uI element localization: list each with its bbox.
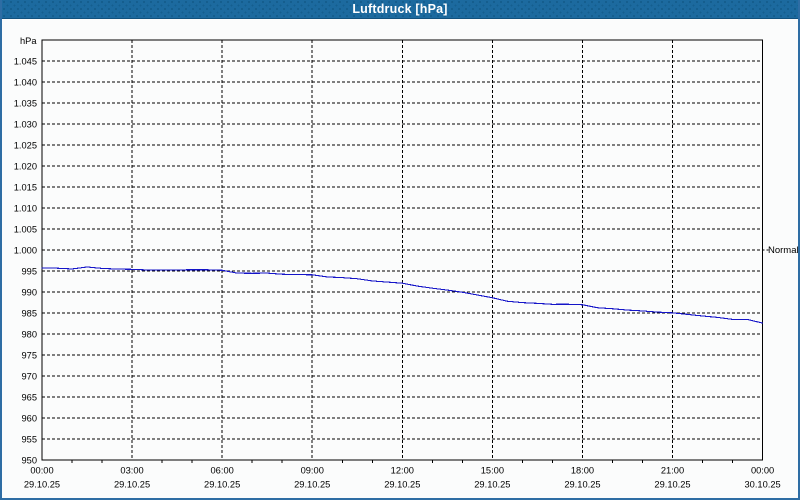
svg-text:1.005: 1.005 [14, 225, 37, 235]
svg-text:12:00: 12:00 [391, 466, 414, 476]
svg-text:1.045: 1.045 [14, 57, 37, 67]
svg-text:1.030: 1.030 [14, 120, 37, 130]
svg-text:Normal: Normal [768, 245, 799, 256]
svg-text:1.020: 1.020 [14, 162, 37, 172]
svg-text:955: 955 [21, 435, 37, 445]
svg-text:29.10.25: 29.10.25 [114, 480, 150, 490]
svg-text:965: 965 [21, 393, 37, 403]
svg-text:970: 970 [21, 372, 37, 382]
svg-text:985: 985 [21, 309, 37, 319]
svg-text:1.025: 1.025 [14, 141, 37, 151]
svg-text:980: 980 [21, 330, 37, 340]
svg-text:00:00: 00:00 [751, 466, 774, 476]
svg-text:1.000: 1.000 [14, 246, 37, 256]
svg-text:09:00: 09:00 [301, 466, 324, 476]
svg-text:960: 960 [21, 414, 37, 424]
svg-text:00:00: 00:00 [30, 466, 53, 476]
svg-text:990: 990 [21, 288, 37, 298]
svg-text:29.10.25: 29.10.25 [564, 480, 600, 490]
svg-text:1.010: 1.010 [14, 204, 37, 214]
svg-text:29.10.25: 29.10.25 [294, 480, 330, 490]
svg-text:1.040: 1.040 [14, 78, 37, 88]
svg-text:29.10.25: 29.10.25 [204, 480, 240, 490]
svg-text:29.10.25: 29.10.25 [384, 480, 420, 490]
svg-text:30.10.25: 30.10.25 [744, 480, 780, 490]
svg-text:950: 950 [21, 456, 37, 466]
svg-text:1.035: 1.035 [14, 99, 37, 109]
svg-text:18:00: 18:00 [571, 466, 594, 476]
svg-text:21:00: 21:00 [661, 466, 684, 476]
svg-text:995: 995 [21, 267, 37, 277]
svg-text:hPa: hPa [20, 36, 37, 46]
svg-text:975: 975 [21, 351, 37, 361]
svg-text:1.015: 1.015 [14, 183, 37, 193]
svg-text:29.10.25: 29.10.25 [24, 480, 60, 490]
svg-text:03:00: 03:00 [120, 466, 143, 476]
svg-text:15:00: 15:00 [481, 466, 504, 476]
svg-text:29.10.25: 29.10.25 [474, 480, 510, 490]
svg-text:29.10.25: 29.10.25 [654, 480, 690, 490]
svg-text:06:00: 06:00 [211, 466, 234, 476]
